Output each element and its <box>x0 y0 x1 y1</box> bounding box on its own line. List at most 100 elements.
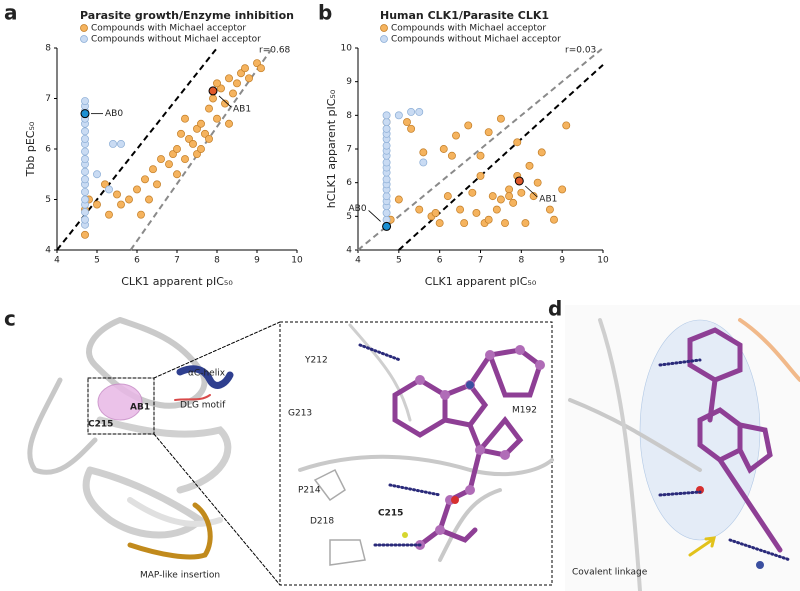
point <box>81 208 89 217</box>
residue-label: D218 <box>310 517 334 527</box>
point <box>456 205 465 214</box>
point <box>137 210 145 219</box>
point <box>113 190 121 199</box>
x-tick-label: 9 <box>559 256 565 266</box>
point <box>81 147 89 156</box>
structure-label: αC-helix <box>188 369 226 379</box>
x-tick-label: 4 <box>355 256 361 266</box>
point <box>484 215 493 224</box>
point <box>81 215 89 224</box>
point <box>141 175 149 184</box>
x-axis-label: CLK1 apparent pIC₅₀ <box>121 275 233 288</box>
point <box>233 79 241 88</box>
point <box>81 167 89 176</box>
x-tick-label: 9 <box>254 256 260 266</box>
point <box>105 185 113 194</box>
point <box>245 74 253 83</box>
point <box>492 205 501 214</box>
point <box>403 118 411 127</box>
y-tick-label: 7 <box>346 145 352 155</box>
point <box>173 170 181 179</box>
point <box>382 158 391 167</box>
y-tick-label: 4 <box>45 246 51 256</box>
point <box>394 195 403 204</box>
chart-title: Parasite growth/Enzyme inhibition <box>80 9 294 22</box>
point <box>509 198 518 207</box>
point <box>81 155 89 164</box>
legend-label: Compounds with Michael acceptor <box>391 24 546 34</box>
x-axis-label: CLK1 apparent pIC₅₀ <box>425 275 537 288</box>
chart-title: Human CLK1/Parasite CLK1 <box>380 9 549 22</box>
point <box>157 155 165 164</box>
y-tick-label: 9 <box>346 77 352 87</box>
x-tick-label: 7 <box>478 256 484 266</box>
point <box>415 205 424 214</box>
reference-line <box>398 64 604 251</box>
y-axis-label: Tbb pEC₅₀ <box>24 121 37 177</box>
point <box>382 141 391 150</box>
point <box>81 195 89 204</box>
pointer <box>368 210 381 222</box>
point <box>181 155 189 164</box>
residue-label: P214 <box>298 486 321 496</box>
point <box>177 129 185 138</box>
point <box>537 148 546 157</box>
point <box>81 127 89 136</box>
x-tick-label: 4 <box>54 256 60 266</box>
point <box>435 219 444 228</box>
annotation: r=0.68 <box>259 46 291 56</box>
point <box>81 187 89 196</box>
point <box>181 114 189 123</box>
point <box>205 104 213 113</box>
point <box>382 124 391 133</box>
point <box>93 200 101 209</box>
point <box>241 64 249 73</box>
point-label: AB1 <box>539 194 557 204</box>
residue-label: C215 <box>378 509 403 519</box>
panel-letter: b <box>318 1 332 25</box>
point <box>81 97 89 105</box>
point-label: AB0 <box>349 204 367 214</box>
x-tick-label: 10 <box>597 256 609 266</box>
point <box>197 145 205 153</box>
x-tick-label: 6 <box>134 256 140 266</box>
y-tick-label: 6 <box>346 178 352 188</box>
point <box>197 119 205 128</box>
point <box>562 121 571 130</box>
point <box>257 64 265 73</box>
point-label: AB1 <box>233 104 251 114</box>
structure-label: MAP-like insertion <box>140 571 220 581</box>
point <box>81 175 89 184</box>
point <box>468 188 477 197</box>
y-tick-label: 5 <box>45 195 51 205</box>
point <box>488 192 497 201</box>
point <box>382 118 391 127</box>
point <box>189 139 197 148</box>
structure-label: C215 <box>88 420 113 430</box>
x-tick-label: 7 <box>174 256 180 266</box>
point <box>133 185 141 194</box>
residue-label: Y212 <box>304 356 328 366</box>
point <box>153 180 161 189</box>
point <box>93 170 101 179</box>
point <box>452 131 460 140</box>
point <box>529 192 538 201</box>
point <box>447 151 456 160</box>
inset-structure <box>298 323 554 566</box>
scatter-chart: Parasite growth/Enzyme inhibition Compoun… <box>24 9 303 288</box>
point <box>484 128 493 137</box>
point <box>81 230 89 239</box>
point <box>173 145 181 153</box>
point <box>464 121 473 130</box>
x-tick-label: 8 <box>518 256 524 266</box>
panel-letter: c <box>4 307 16 331</box>
y-axis-label: hCLK1 apparent pIC₅₀ <box>325 89 338 208</box>
point <box>476 151 485 160</box>
point <box>496 114 505 123</box>
pointer <box>525 185 538 198</box>
y-tick-label: 7 <box>45 94 51 104</box>
residue-label: G213 <box>288 409 312 419</box>
point <box>505 192 514 201</box>
x-tick-label: 6 <box>437 256 443 266</box>
